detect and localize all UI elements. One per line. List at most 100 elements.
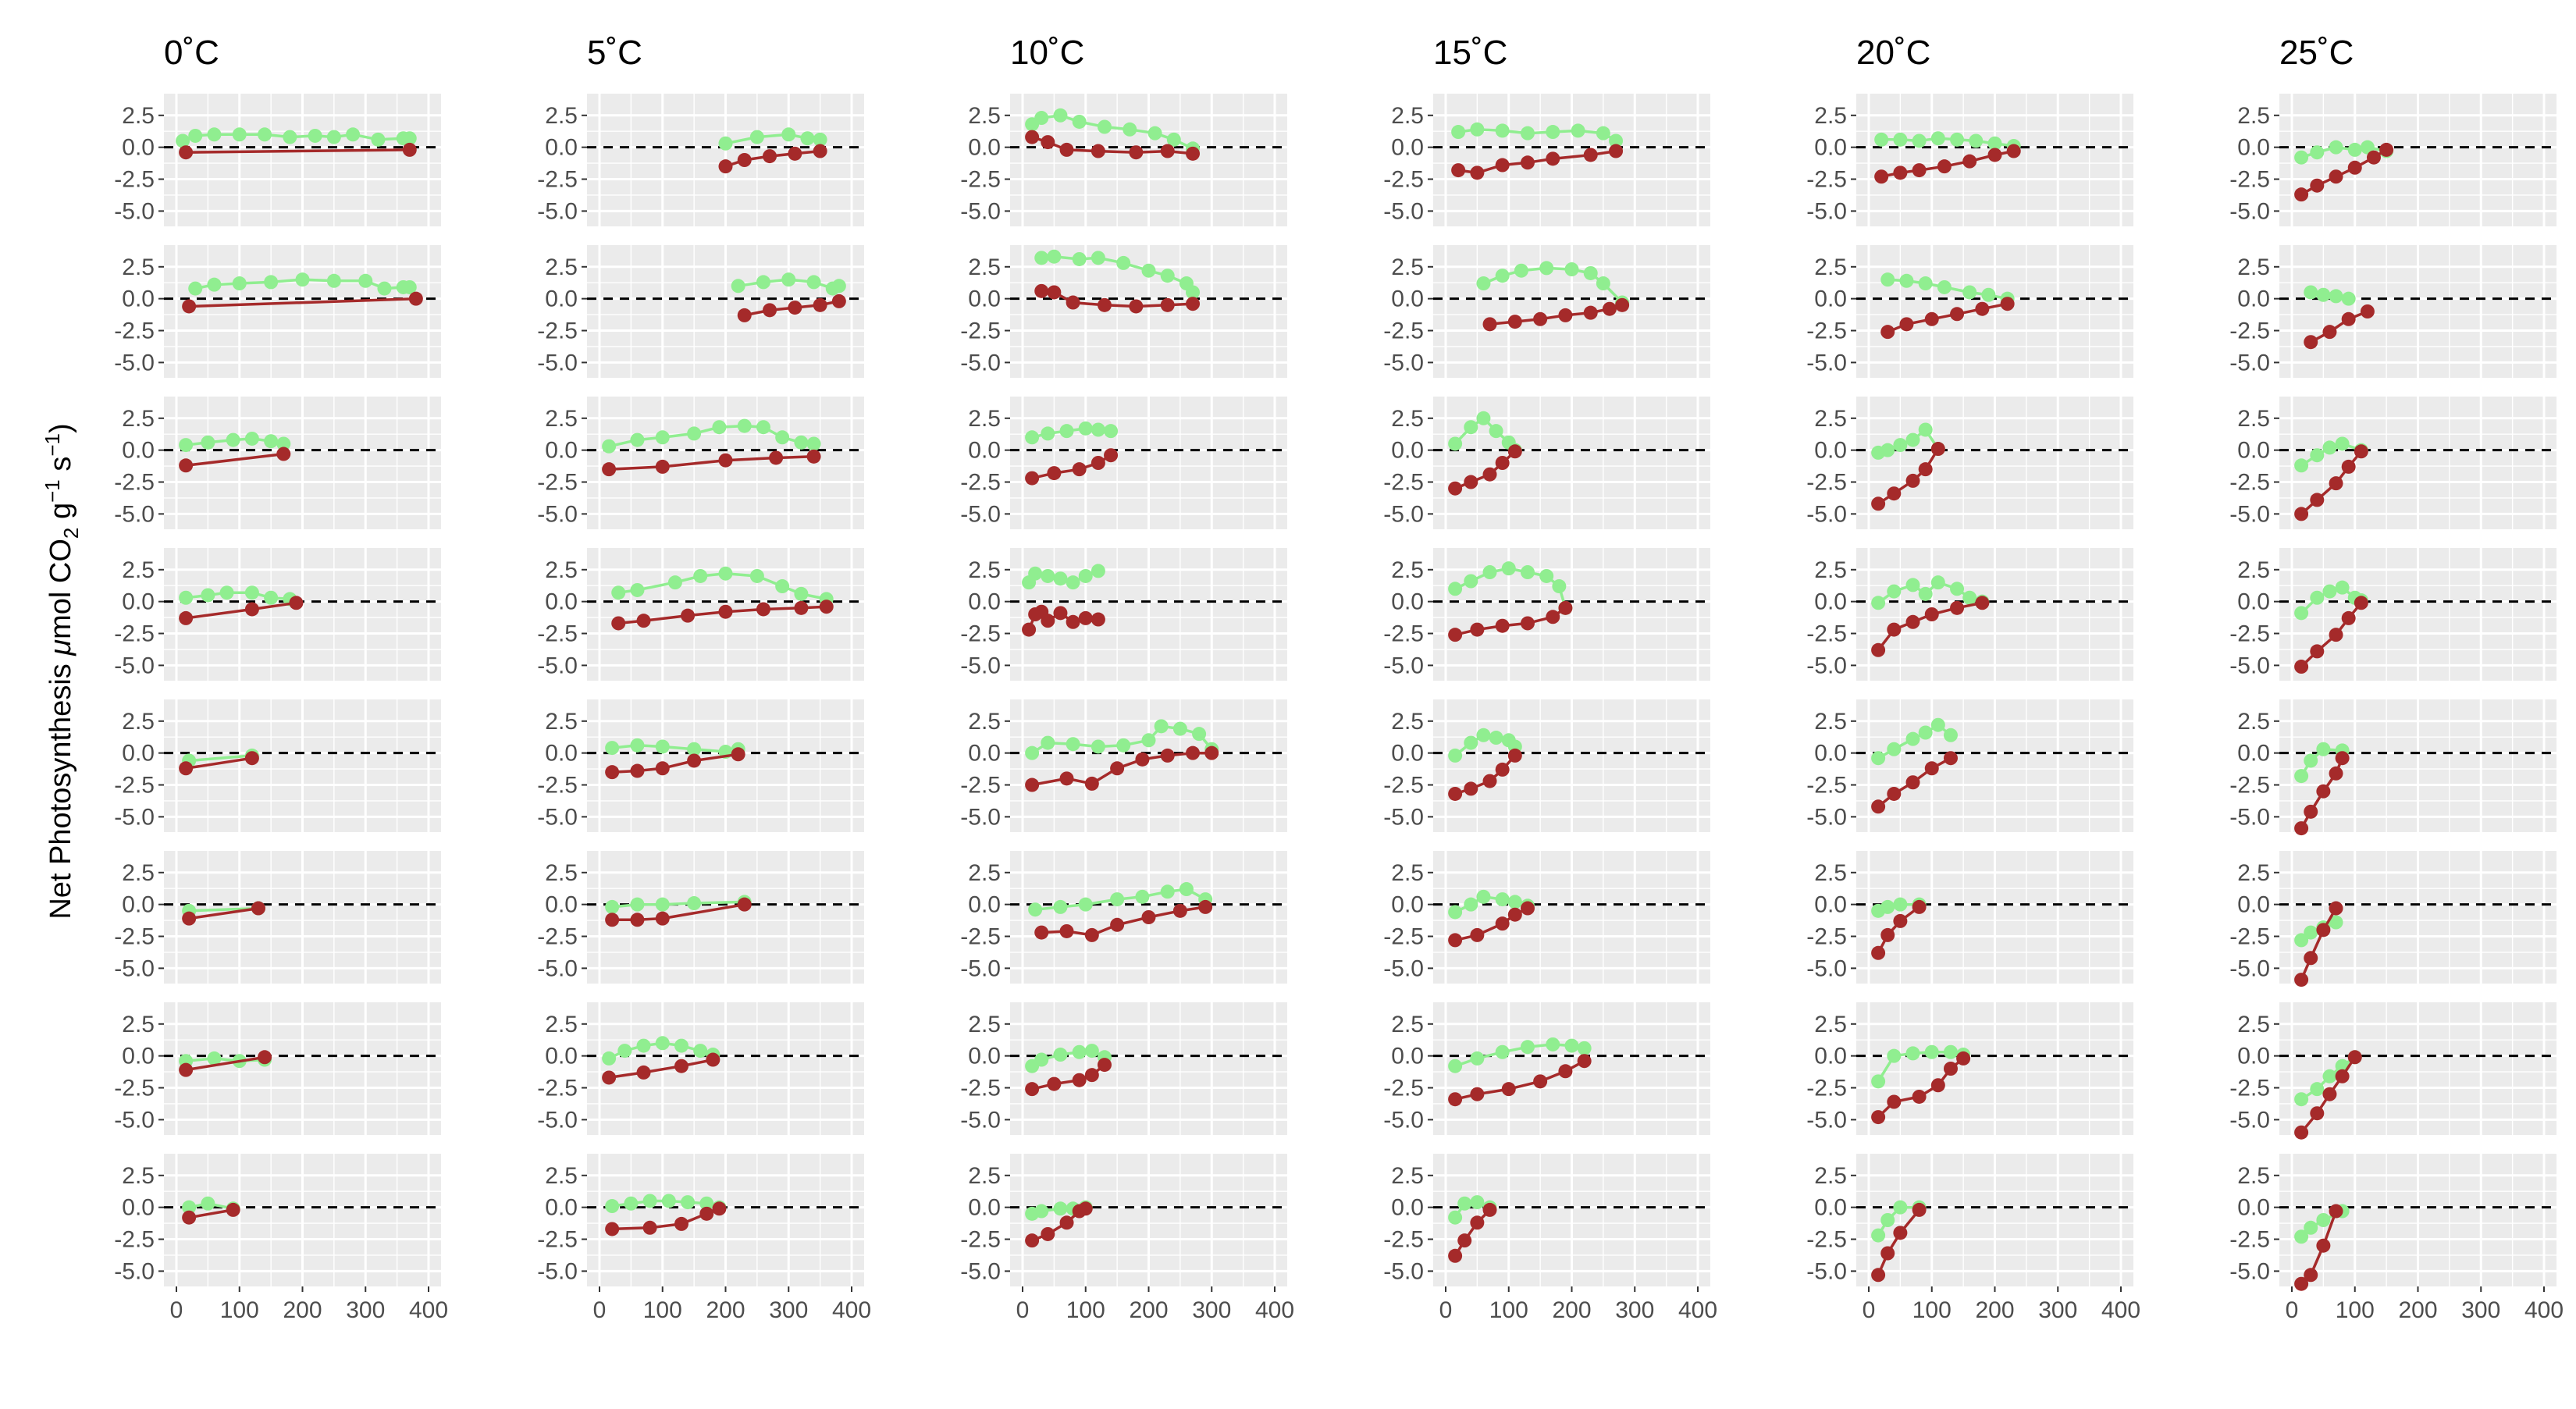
y-tick-label: 0.0	[1814, 741, 1847, 767]
column-title: 15˚C	[1433, 34, 1507, 72]
red-series-point	[1507, 748, 1522, 763]
green-series-point	[207, 1051, 222, 1066]
red-series-point	[2294, 660, 2309, 674]
green-series-point	[655, 739, 670, 754]
red-series-point	[788, 146, 802, 161]
y-tick-label: -5.0	[1806, 804, 1847, 830]
green-series-point	[283, 130, 297, 144]
green-series-point	[794, 435, 809, 450]
green-series-point	[1918, 586, 1933, 601]
y-tick-label: -5.0	[1806, 1258, 1847, 1284]
y-tick-label: 2.5	[122, 1163, 155, 1189]
red-series-point	[1880, 927, 1895, 942]
green-series-point	[806, 436, 821, 451]
green-series-point	[1091, 739, 1105, 754]
green-series-point	[1160, 884, 1175, 899]
red-series-point	[2304, 335, 2318, 350]
green-series-line	[194, 278, 410, 290]
green-series-point	[1552, 579, 1567, 594]
y-tick-label: -5.0	[2229, 1258, 2270, 1284]
column-titles: 0˚C 5˚C 10˚C 15˚C 20˚C 25˚C	[164, 34, 2354, 72]
green-series-point	[244, 431, 259, 446]
green-series-point	[1028, 566, 1043, 581]
x-tick-label: 0	[1016, 1297, 1030, 1323]
y-tick-label: -5.0	[960, 804, 1001, 830]
green-series-point	[1047, 249, 1062, 264]
panel: 2.5 0.0 -2.5 -5.0	[1383, 851, 1710, 984]
green-series-point	[1154, 719, 1169, 734]
green-series-point	[1041, 735, 1055, 750]
red-series-line	[2310, 310, 2368, 343]
y-tick-label: 2.5	[1391, 709, 1424, 735]
red-series-point	[1047, 285, 1062, 300]
red-series-point	[1025, 471, 1040, 486]
y-tick-label: -2.5	[114, 318, 155, 344]
panel: 2.5 0.0 -2.5 -5.0	[1383, 94, 1710, 226]
red-series-point	[1887, 786, 1902, 801]
red-series-point	[1448, 1248, 1463, 1263]
green-series-point	[1969, 133, 1984, 148]
green-series-point	[718, 136, 733, 151]
y-tick-label: -2.5	[1383, 470, 1424, 496]
red-series-point	[1034, 925, 1049, 940]
y-tick-label: -5.0	[114, 804, 155, 830]
y-tick-label: -5.0	[1806, 955, 1847, 981]
red-series-point	[1047, 1076, 1062, 1091]
red-series-point	[1893, 165, 1908, 180]
green-series-point	[781, 272, 796, 287]
red-series-point	[1464, 781, 1478, 796]
y-tick-label: -5.0	[1806, 501, 1847, 527]
y-tick-label: 0.0	[1814, 1044, 1847, 1069]
red-series-point	[2329, 628, 2343, 642]
green-series-point	[2335, 436, 2350, 451]
y-tick-label: -5.0	[537, 653, 578, 678]
x-tick-label: 300	[1192, 1297, 1231, 1323]
y-tick-label: 0.0	[545, 1044, 578, 1069]
red-series-point	[1464, 475, 1478, 489]
green-series-point	[1028, 902, 1043, 917]
red-series-point	[1495, 916, 1510, 931]
red-series-point	[1950, 307, 1965, 322]
x-tick-label: 0	[1439, 1297, 1453, 1323]
red-series-point	[244, 751, 259, 766]
green-series-point	[1451, 125, 1466, 140]
red-series-point	[1987, 148, 2002, 162]
y-tick-label: 2.5	[2237, 406, 2270, 432]
green-series-point	[1078, 421, 1093, 436]
red-series-point	[1880, 325, 1895, 340]
red-series-point	[1558, 600, 1573, 615]
y-tick-label: -2.5	[1383, 1076, 1424, 1101]
red-series-point	[1583, 148, 1598, 162]
panel: 2.5 0.0 -2.5 -5.0	[2229, 851, 2556, 987]
green-series-point	[201, 588, 215, 603]
red-series-point	[1871, 799, 1886, 814]
red-series-point	[1172, 903, 1187, 918]
green-series-point	[377, 281, 392, 296]
red-series-point	[1034, 283, 1049, 298]
green-series-point	[1482, 565, 1497, 580]
y-tick-label: 0.0	[1814, 135, 1847, 161]
green-series-point	[2316, 287, 2331, 302]
red-series-point	[1507, 315, 1522, 329]
y-tick-label: -2.5	[1383, 773, 1424, 799]
green-series-point	[176, 133, 190, 148]
green-series-point	[2294, 769, 2309, 784]
y-tick-label: -2.5	[1383, 621, 1424, 647]
y-tick-label: -5.0	[114, 350, 155, 375]
red-series-point	[179, 610, 194, 625]
red-series-point	[1091, 144, 1105, 158]
red-series-point	[2304, 951, 2318, 966]
green-series-point	[2294, 606, 2309, 621]
red-series-point	[289, 596, 304, 610]
green-series-point	[1464, 574, 1478, 589]
green-series-point	[1053, 1048, 1068, 1062]
green-series-point	[655, 1036, 670, 1051]
green-series-point	[1507, 895, 1522, 909]
x-tick-label: 400	[1255, 1297, 1294, 1323]
panel: 2.5 0.0 -2.5 -5.0 0 100 200 300 400	[960, 1154, 1294, 1323]
red-series-point	[1059, 923, 1074, 938]
panel: 2.5 0.0 -2.5 -5.0	[960, 699, 1287, 832]
panel: 2.5 0.0 -2.5 -5.0	[537, 851, 864, 984]
y-tick-label: -2.5	[114, 167, 155, 193]
green-series-line	[2300, 748, 2343, 777]
